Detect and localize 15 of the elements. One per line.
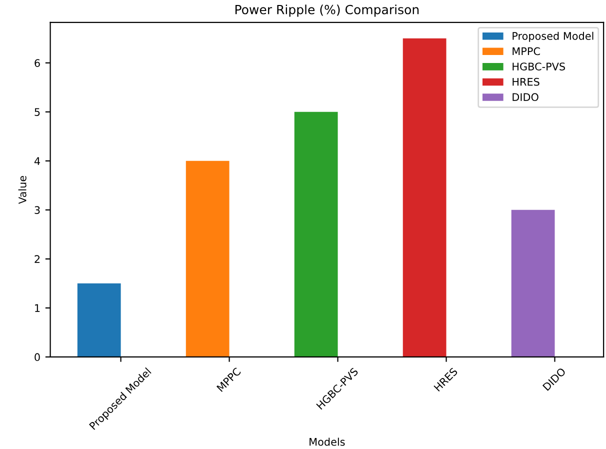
legend-label: HGBC-PVS [512,62,565,70]
y-tick-label: 3 [34,206,40,214]
legend-label: DIDO [512,93,538,102]
chart-title: Power Ripple (%) Comparison [235,4,419,17]
y-tick-label: 0 [34,353,40,362]
legend-label: HRES [512,78,540,86]
x-axis-title: Models [310,438,345,446]
y-tick-label: 4 [34,157,40,165]
legend-label: Proposed Model [512,32,594,42]
y-tick-label: 2 [34,255,40,263]
y-tick-label: 6 [34,59,40,67]
legend-label: MPPC [512,47,540,56]
y-tick-label: 1 [35,304,40,312]
y-axis-title: Value [18,176,26,204]
y-tick-label: 5 [34,108,40,116]
